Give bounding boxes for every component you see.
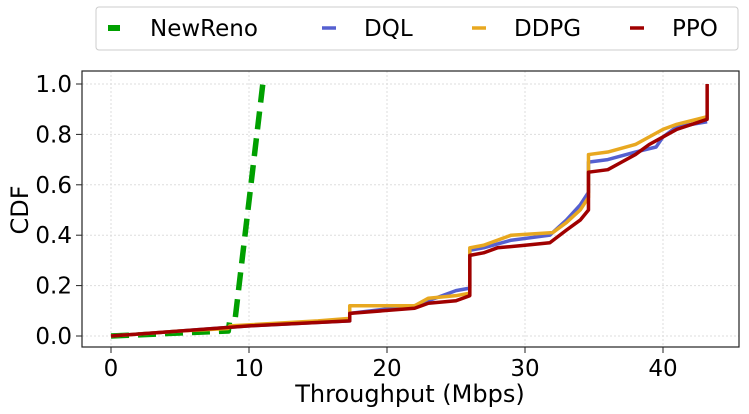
series-lines <box>110 83 709 339</box>
series-line-ppo <box>110 84 709 338</box>
grid <box>82 71 739 347</box>
y-tick-label: 0.4 <box>35 223 72 249</box>
y-tick-label: 0.0 <box>35 324 72 350</box>
legend-label-dql: DQL <box>364 16 413 42</box>
y-tick-label: 0.6 <box>35 173 72 199</box>
x-axis-label: Throughput (Mbps) <box>294 380 524 408</box>
x-tick-label: 10 <box>234 356 263 382</box>
ticks: 0 10 20 30 40 0.0 0.2 0.4 0.6 0.8 1.0 <box>35 72 677 382</box>
y-tick-label: 0.8 <box>35 122 72 148</box>
x-tick-label: 30 <box>510 356 539 382</box>
legend-label-ppo: PPO <box>672 16 718 42</box>
x-tick-label: 20 <box>372 356 401 382</box>
plot-frame <box>81 70 740 348</box>
y-tick-label: 1.0 <box>35 72 72 98</box>
x-tick-label: 0 <box>104 356 119 382</box>
legend: NewReno DQL DDPG PPO <box>95 6 739 51</box>
legend-label-newreno: NewReno <box>150 16 258 42</box>
y-tick-label: 0.2 <box>35 274 72 300</box>
series-line-newreno <box>110 83 266 339</box>
series-line-dql <box>110 120 708 338</box>
y-axis-label: CDF <box>6 185 34 234</box>
x-tick-label: 40 <box>648 356 677 382</box>
series-line-ddpg <box>110 115 708 338</box>
legend-label-ddpg: DDPG <box>514 16 581 42</box>
